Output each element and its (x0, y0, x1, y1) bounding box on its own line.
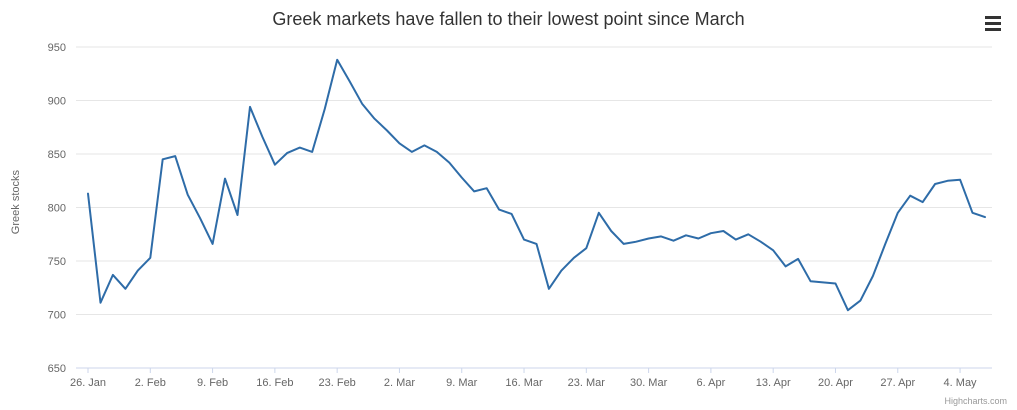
x-tick-label: 20. Apr (818, 377, 853, 389)
x-tick-label: 16. Mar (505, 377, 543, 389)
x-tick-label: 13. Apr (756, 377, 791, 389)
x-tick-label: 16. Feb (256, 377, 293, 389)
y-tick-label: 900 (48, 96, 66, 108)
y-tick-label: 750 (48, 256, 66, 268)
x-tick-label: 23. Mar (568, 377, 606, 389)
x-tick-label: 6. Apr (697, 377, 726, 389)
x-tick-label: 2. Mar (384, 377, 416, 389)
x-tick-label: 30. Mar (630, 377, 668, 389)
y-tick-label: 800 (48, 203, 66, 215)
x-tick-label: 26. Jan (70, 377, 106, 389)
hamburger-icon (985, 27, 1001, 31)
series-line[interactable] (87, 58, 986, 312)
hamburger-icon (985, 21, 1001, 25)
y-tick-label: 950 (48, 42, 66, 54)
x-tick-label: 9. Mar (446, 377, 478, 389)
x-tick-label: 23. Feb (319, 377, 356, 389)
x-tick-label: 4. May (944, 377, 978, 389)
y-tick-label: 700 (48, 310, 66, 322)
context-menu-button[interactable] (981, 12, 1005, 34)
x-tick-label: 2. Feb (135, 377, 166, 389)
x-tick-label: 9. Feb (197, 377, 228, 389)
hamburger-icon (985, 15, 1001, 19)
highcharts-credit[interactable]: Highcharts.com (944, 396, 1007, 406)
x-tick-label: 27. Apr (880, 377, 915, 389)
chart-title: Greek markets have fallen to their lowes… (272, 9, 745, 29)
y-tick-label: 850 (48, 149, 66, 161)
y-tick-label: 650 (48, 363, 66, 375)
